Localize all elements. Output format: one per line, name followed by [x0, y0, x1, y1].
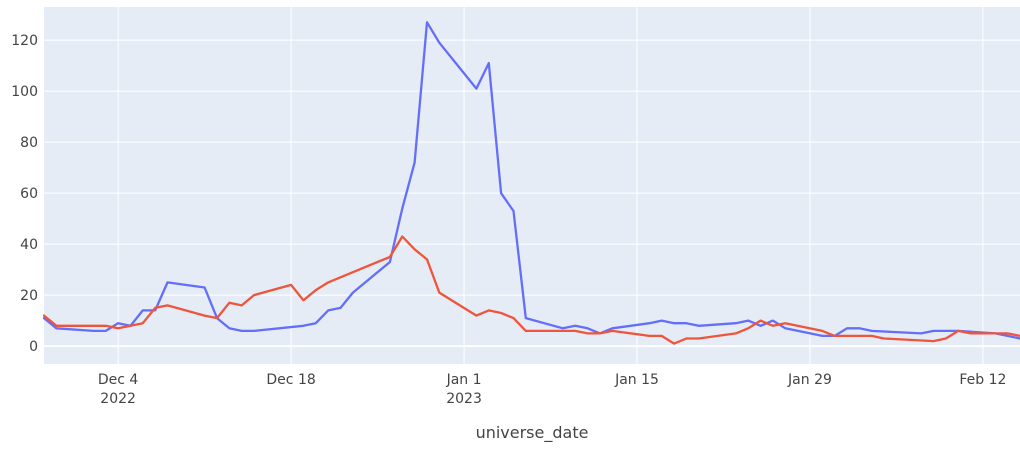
- y-tick-label: 100: [11, 84, 38, 100]
- plot-background: [44, 7, 1020, 364]
- series-line-2: [42, 235, 1020, 345]
- x-tick-label: Dec 18: [266, 372, 315, 388]
- y-gridlines: [44, 39, 1020, 348]
- y-tick-label: 20: [20, 288, 38, 304]
- x-tick-label: Jan 1: [446, 372, 482, 388]
- y-axis-ticks: 0 20 40 60 80 100 120: [11, 33, 38, 355]
- y-tick-label: 40: [20, 237, 38, 253]
- x-axis-ticks: Dec 4 2022 Dec 18 Jan 1 2023 Jan 15 Jan 29 Feb …: [98, 372, 1007, 407]
- x-tick-label: Feb 12: [959, 372, 1006, 388]
- series-layer: [42, 21, 1020, 345]
- y-tick-label: 80: [20, 135, 38, 151]
- x-tick-label: Dec 4: [98, 372, 139, 388]
- y-tick-label: 120: [11, 33, 38, 49]
- y-tick-label: 0: [29, 339, 38, 355]
- x-axis-title: universe_date: [476, 423, 589, 443]
- x-tick-year-label: 2023: [446, 391, 482, 407]
- x-gridlines: [117, 7, 984, 364]
- x-tick-year-label: 2022: [100, 391, 136, 407]
- y-tick-label: 60: [20, 186, 38, 202]
- x-tick-label: Jan 15: [614, 372, 659, 388]
- x-tick-label: Jan 29: [787, 372, 832, 388]
